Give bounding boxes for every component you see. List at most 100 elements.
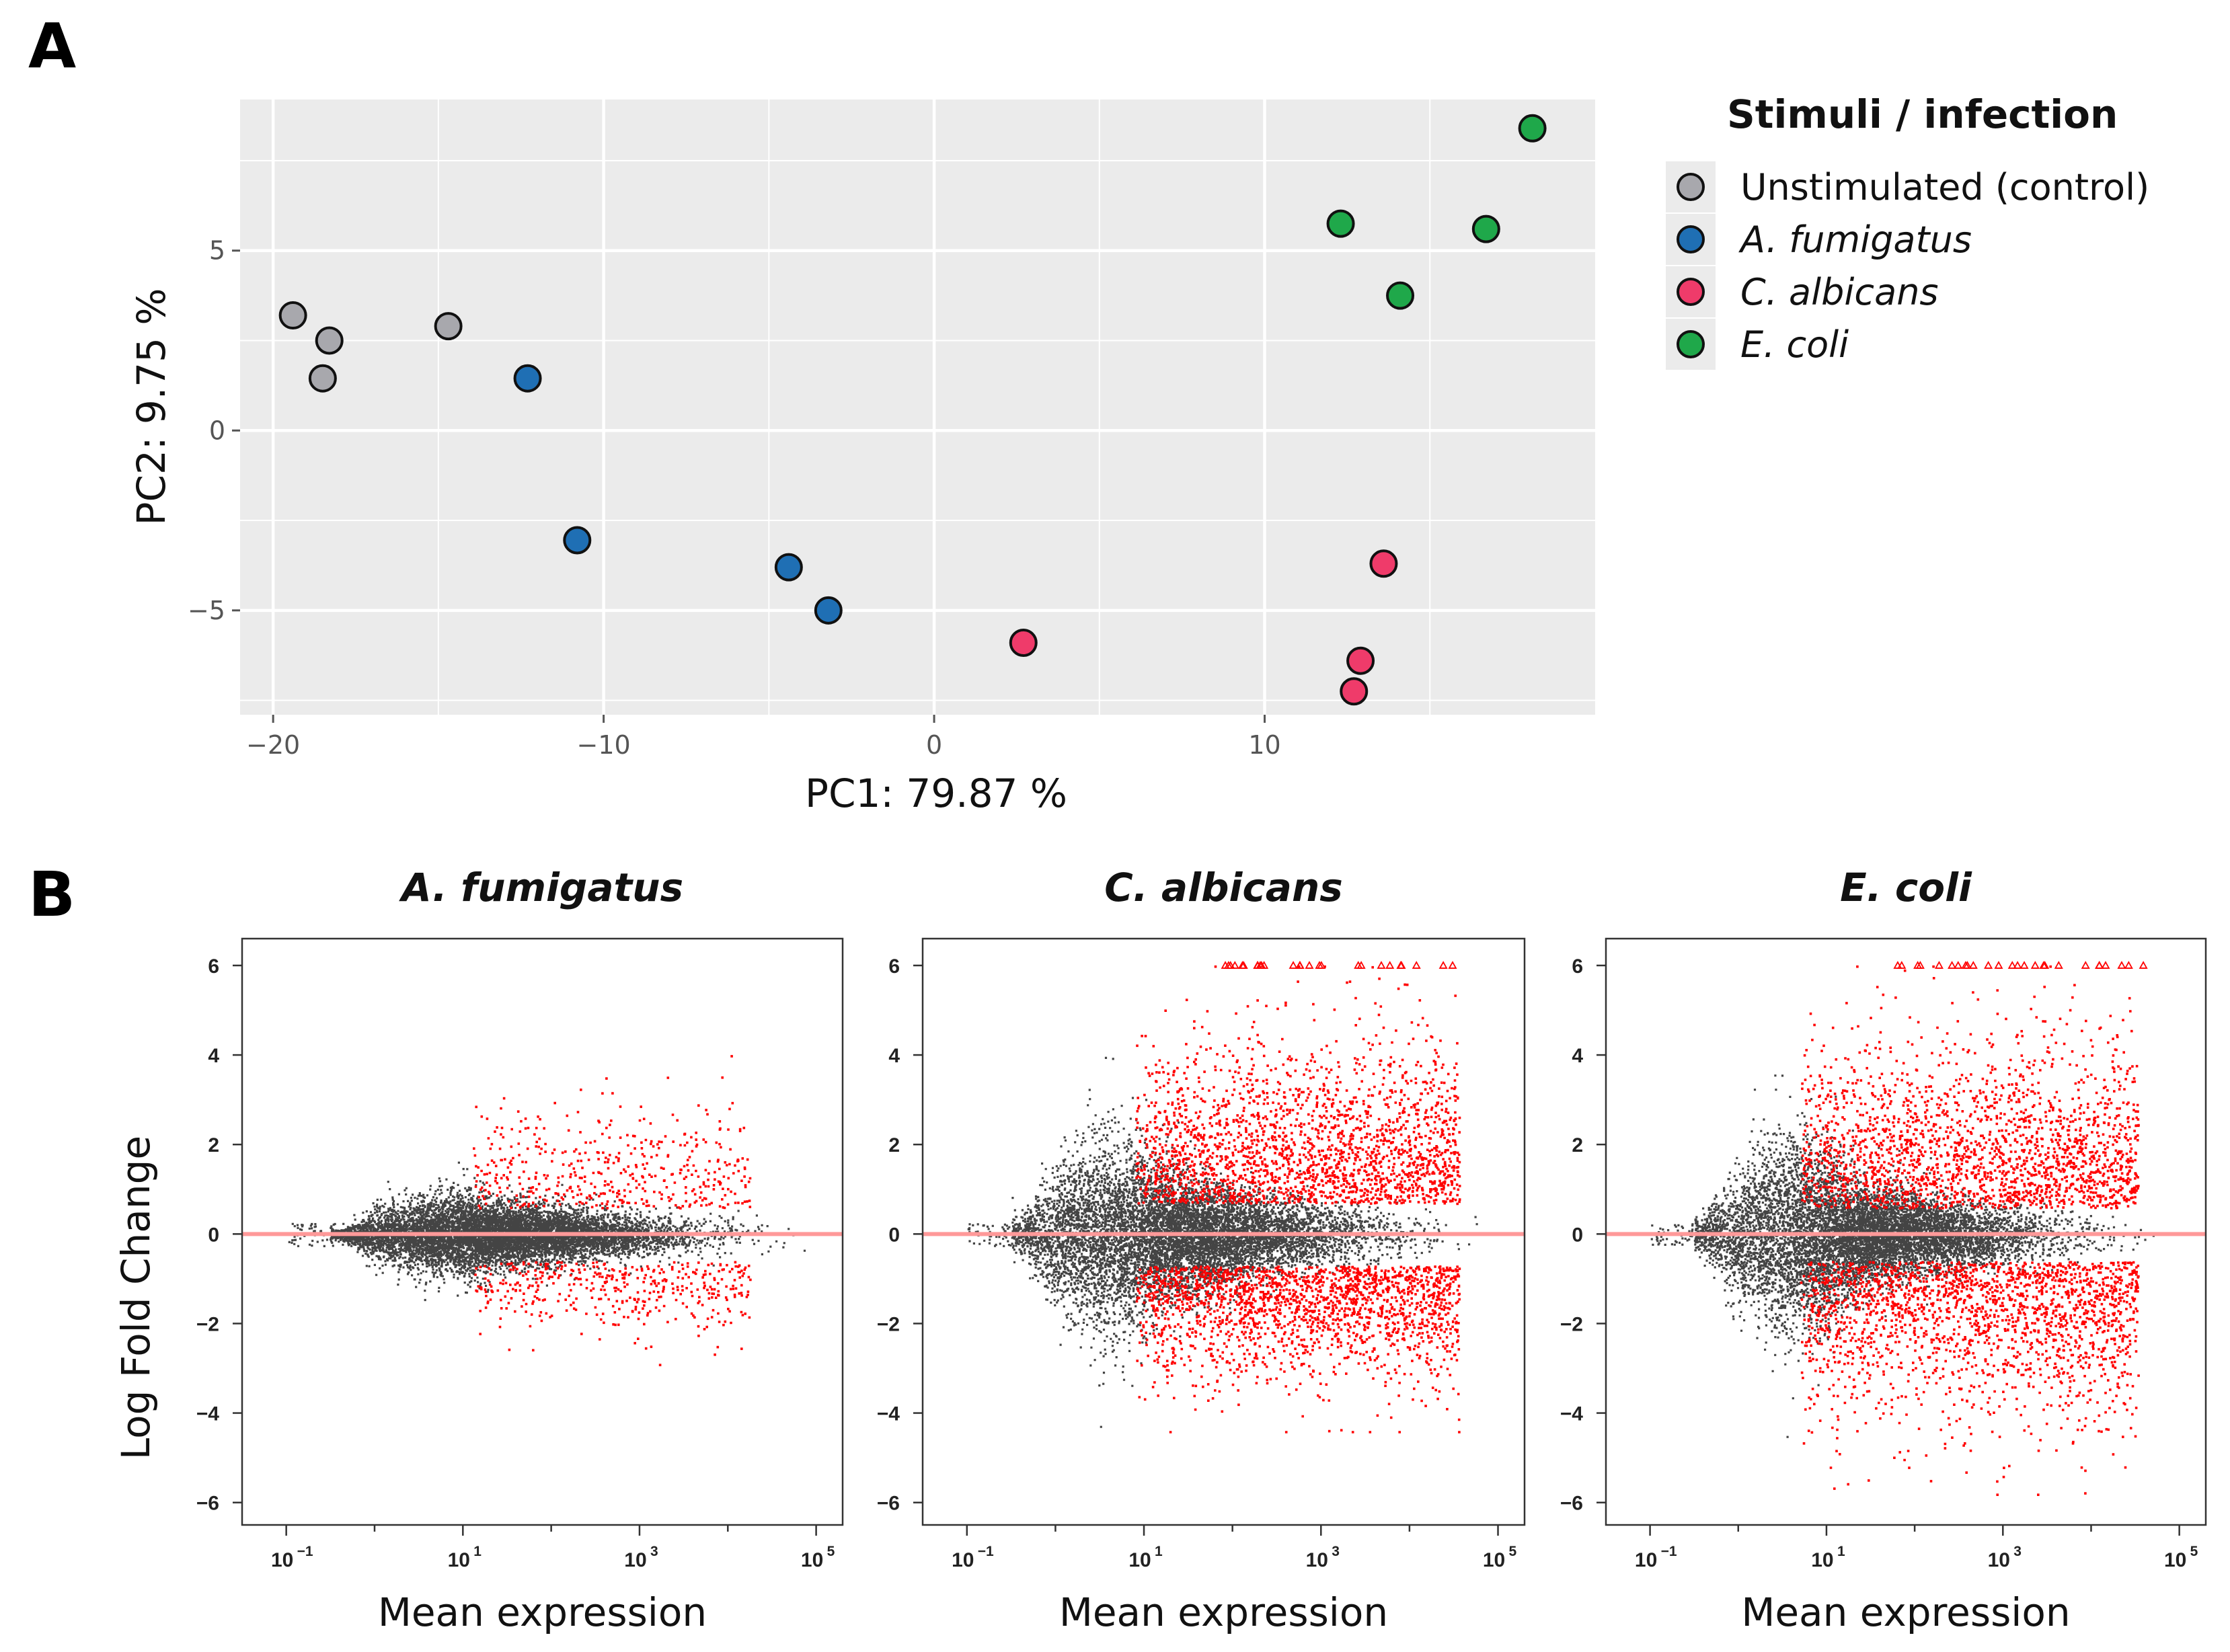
pca-x-tick-label: −20 — [246, 730, 300, 760]
pca-point-a-fumigatus — [513, 364, 542, 393]
ma-capped-point — [1377, 961, 1386, 969]
ma-plot-frame — [241, 937, 844, 1526]
ma-capped-point — [1315, 961, 1324, 969]
ma-x-axis-title: Mean expression — [1059, 1589, 1388, 1635]
pca-point-a-fumigatus — [814, 596, 843, 625]
pca-y-tick-label: 0 — [209, 416, 225, 445]
ma-y-tick-label: 6 — [888, 955, 900, 978]
ma-x-tick-exponent: 1 — [473, 1544, 482, 1559]
legend-label-a-fumigatus: A. fumigatus — [1738, 219, 1972, 261]
ma-y-tick-label: −6 — [877, 1493, 900, 1515]
pca-point-unstimulated-control — [315, 326, 344, 355]
pca-point-c-albicans — [1346, 646, 1375, 675]
pca-point-unstimulated-control — [278, 301, 307, 330]
ma-y-tick-label: 0 — [1572, 1224, 1583, 1246]
ma-capped-point — [1948, 961, 1957, 969]
ma-capped-point — [1961, 961, 1970, 969]
pca-y-tick-label: 5 — [209, 236, 225, 266]
legend-marker-unstimulated-control — [1677, 173, 1705, 201]
ma-capped-point — [1954, 961, 1963, 969]
ma-capped-point — [2013, 961, 2022, 969]
pca-legend: Stimuli / infection Unstimulated (contro… — [1666, 91, 2149, 370]
pca-point-c-albicans — [1369, 549, 1398, 578]
ma-capped-point — [2030, 961, 2040, 969]
pca-point-c-albicans — [1009, 628, 1038, 657]
ma-capped-point — [1984, 961, 1993, 969]
ma-x-axis-title: Mean expression — [1741, 1589, 2070, 1635]
ma-x-tick-exponent: −1 — [1661, 1544, 1677, 1559]
legend-label-unstimulated-control: Unstimulated (control) — [1740, 166, 2149, 208]
legend-marker-e-coli — [1677, 330, 1705, 358]
pca-point-unstimulated-control — [434, 312, 463, 341]
panel-b-label: B — [28, 859, 75, 931]
ma-y-tick-label: −4 — [1560, 1403, 1584, 1425]
ma-capped-point — [1968, 961, 1978, 969]
ma-capped-point — [1230, 961, 1239, 969]
ma-x-tick-exponent: 5 — [2190, 1544, 2198, 1559]
ma-y-tick-label: 0 — [208, 1224, 219, 1246]
ma-y-tick-label: 2 — [888, 1134, 900, 1156]
ma-x-tick-exponent: 1 — [1155, 1544, 1163, 1559]
ma-points — [288, 1055, 810, 1366]
ma-x-tick-label: 10 — [1811, 1549, 1833, 1571]
ma-capped-point — [1295, 961, 1305, 969]
ma-x-tick-label: 10 — [1483, 1549, 1505, 1571]
ma-y-tick-label: 2 — [208, 1134, 219, 1156]
ma-x-tick-label: 10 — [1128, 1549, 1151, 1571]
ma-capped-point — [1239, 961, 1248, 969]
ma-x-tick-label: 10 — [1306, 1549, 1328, 1571]
ma-x-tick-exponent: 3 — [650, 1544, 658, 1559]
ma-x-axis-title: Mean expression — [378, 1589, 707, 1635]
ma-capped-point — [1356, 961, 1366, 969]
ma-capped-point — [2139, 961, 2148, 969]
pca-x-tick-label: −10 — [577, 730, 631, 760]
ma-capped-point — [2095, 961, 2104, 969]
ma-capped-point — [1893, 961, 1902, 969]
ma-y-tick-label: −2 — [1560, 1313, 1583, 1335]
ma-y-tick-label: −4 — [196, 1403, 220, 1425]
ma-x-tick-label: 10 — [271, 1549, 293, 1571]
pca-point-e-coli — [1326, 209, 1355, 238]
ma-capped-point — [2117, 961, 2126, 969]
ma-capped-point — [2124, 961, 2133, 969]
legend-label-e-coli: E. coli — [1740, 323, 1849, 366]
ma-y-axis-title: Log Fold Change — [113, 1136, 159, 1460]
ma-y-tick-label: 6 — [208, 955, 219, 978]
ma-capped-point — [1289, 961, 1298, 969]
ma-capped-point — [1385, 961, 1395, 969]
ma-capped-point — [2007, 961, 2017, 969]
pca-point-e-coli — [1518, 114, 1547, 143]
ma-capped-point — [1253, 961, 1262, 969]
ma-y-tick-label: 4 — [888, 1045, 900, 1067]
ma-x-tick-label: 10 — [2164, 1549, 2186, 1571]
pca-point-a-fumigatus — [563, 526, 592, 555]
ma-x-tick-exponent: −1 — [978, 1544, 994, 1559]
ma-nonsignificant-points — [288, 1161, 810, 1302]
ma-capped-point — [1934, 961, 1944, 969]
ma-plot-title: A. fumigatus — [399, 865, 683, 910]
ma-y-tick-label: −2 — [196, 1313, 219, 1335]
ma-x-tick-label: 10 — [801, 1549, 823, 1571]
ma-capped-point — [1438, 961, 1448, 969]
ma-x-tick-exponent: 3 — [1332, 1544, 1340, 1559]
ma-y-tick-label: 4 — [208, 1045, 219, 1067]
ma-y-tick-label: −6 — [1560, 1493, 1583, 1515]
ma-capped-point — [1396, 961, 1406, 969]
pca-plot-background — [240, 100, 1595, 715]
ma-capped-point — [1448, 961, 1457, 969]
ma-capped-point — [1994, 961, 2003, 969]
ma-capped-point — [2101, 961, 2110, 969]
ma-capped-point — [1305, 961, 1314, 969]
ma-x-tick-label: 10 — [448, 1549, 470, 1571]
ma-plot-c-albicans: C. albicans −6 −4 −2 0 2 4 6 10 −1 10 1 10 3 10 5 Mean e… — [877, 865, 1526, 1635]
ma-capped-point — [2039, 961, 2048, 969]
pca-point-e-coli — [1386, 281, 1415, 310]
ma-y-tick-label: 2 — [1572, 1134, 1583, 1156]
pca-y-tick-label: −5 — [188, 596, 225, 625]
pca-points — [278, 114, 1547, 706]
ma-significant-points — [1800, 965, 2140, 1496]
ma-y-tick-label: 6 — [1572, 955, 1583, 978]
ma-points — [967, 965, 1478, 1433]
